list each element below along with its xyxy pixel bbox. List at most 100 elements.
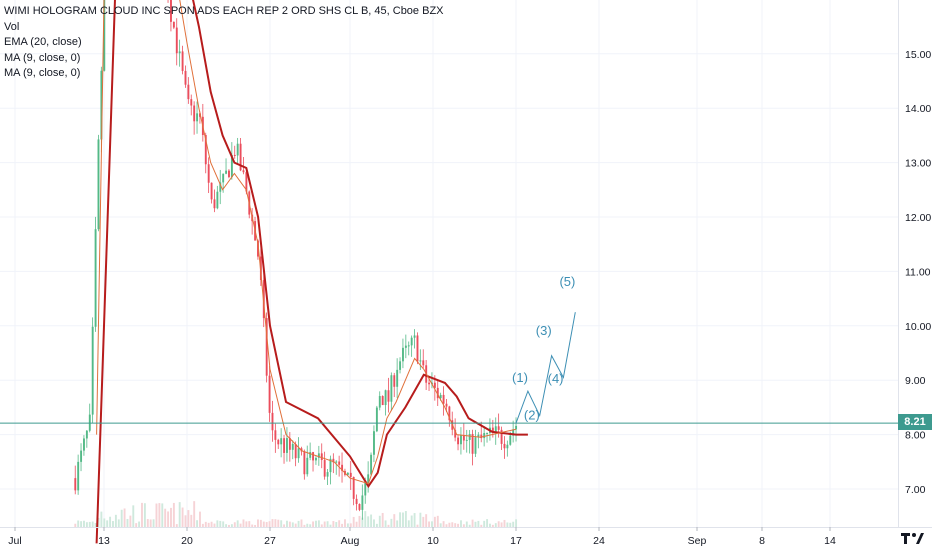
- candle-body: [474, 437, 477, 454]
- candle-body: [230, 154, 233, 178]
- candle-body: [378, 396, 381, 408]
- volume-bar: [141, 502, 143, 527]
- volume-bar: [277, 519, 280, 527]
- candle-body: [297, 448, 300, 459]
- volume-bar: [245, 521, 248, 527]
- candle-body: [97, 139, 100, 230]
- volume-bar: [384, 520, 387, 527]
- volume-bar: [439, 523, 442, 527]
- candle-body: [286, 438, 288, 453]
- volume-bar: [91, 521, 94, 527]
- volume-bar: [367, 516, 370, 527]
- candle-body: [178, 51, 181, 54]
- volume-bar: [431, 521, 433, 527]
- volume-bar: [83, 520, 85, 527]
- candle-body: [309, 452, 312, 458]
- volume-bar: [132, 505, 135, 527]
- volume-bar: [494, 523, 497, 527]
- volume-bar: [242, 519, 245, 527]
- candle-body: [317, 453, 320, 458]
- candle-body: [477, 434, 480, 438]
- volume-bar: [500, 522, 503, 527]
- volume-bar: [257, 519, 259, 527]
- volume-bar: [486, 519, 489, 527]
- candle-body: [433, 382, 436, 388]
- legend-ma-2[interactable]: MA (9, close, 0): [4, 67, 81, 79]
- volume-bar: [315, 520, 317, 527]
- volume-bar: [210, 521, 213, 527]
- volume-bar: [251, 524, 254, 527]
- legend-ema[interactable]: EMA (20, close): [4, 36, 82, 48]
- candle-body: [399, 361, 402, 370]
- volume-bar: [164, 508, 167, 527]
- volume-bar: [416, 524, 419, 527]
- candle-body: [170, 0, 172, 22]
- volume-bar: [233, 522, 236, 527]
- time-tick-label: 10: [427, 535, 439, 547]
- legend-ma-1[interactable]: MA (9, close, 0): [4, 51, 81, 64]
- candle-body: [265, 318, 268, 376]
- time-tick-label: 24: [593, 535, 605, 547]
- volume-bar: [422, 516, 425, 527]
- symbol-title: WIMI HOLOGRAM CLOUD INC SPON ADS EACH RE…: [4, 5, 444, 17]
- candle-body: [239, 143, 242, 171]
- volume-bar: [219, 520, 222, 527]
- candle-body: [85, 430, 88, 439]
- candle-body: [436, 387, 439, 399]
- candle-body: [242, 170, 245, 173]
- candle-body: [225, 170, 228, 174]
- legend-vol[interactable]: Vol: [4, 20, 20, 33]
- candle-body: [233, 154, 236, 156]
- volume-bar: [419, 512, 422, 527]
- time-tick-label: Sep: [688, 535, 707, 547]
- candle-body: [172, 21, 175, 28]
- candle-body: [445, 403, 448, 407]
- candle-body: [83, 438, 85, 451]
- candle-body: [384, 390, 387, 406]
- candle-body: [364, 482, 367, 496]
- candle-body: [407, 345, 410, 347]
- candle-body: [454, 429, 457, 438]
- volume-bar: [286, 520, 288, 527]
- candle-body: [94, 229, 97, 327]
- volume-bar: [126, 518, 129, 527]
- volume-bar: [303, 524, 306, 527]
- volume-bar: [341, 523, 344, 527]
- volume-bar: [97, 517, 100, 527]
- volume-bar: [451, 522, 454, 527]
- volume-bar: [207, 522, 210, 527]
- time-axis[interactable]: Jul 13 20 27 Aug 10 17 24 Sep 8 14: [8, 527, 836, 547]
- volume-bar: [387, 524, 390, 527]
- volume-bar: [300, 519, 303, 527]
- ma-line: [96, 0, 517, 485]
- volume-bar: [88, 521, 91, 527]
- candle-body: [509, 435, 512, 445]
- candle-body: [491, 427, 494, 432]
- volume-bar: [512, 521, 515, 527]
- candle-body: [355, 498, 358, 505]
- volume-bar: [114, 514, 117, 527]
- volume-bar: [181, 507, 184, 527]
- chart-legend: WIMI HOLOGRAM CLOUD INC SPON ADS EACH RE…: [4, 4, 444, 82]
- wave-label: (1): [512, 370, 528, 385]
- candle-body: [367, 474, 370, 483]
- candle-body: [222, 173, 225, 183]
- price-axis[interactable]: 7.00 8.00 9.00 10.00 11.00 12.00 13.00 14.00 15.…: [905, 49, 931, 496]
- candle-body: [480, 434, 483, 439]
- volume-bar: [297, 520, 300, 527]
- volume-bar: [77, 520, 80, 527]
- volume-bar: [465, 521, 468, 527]
- time-tick-label: 8: [759, 535, 765, 547]
- volume-bar: [172, 502, 175, 527]
- candle-body: [257, 240, 259, 257]
- candle-body: [410, 337, 413, 346]
- wave-label: (2): [524, 407, 540, 422]
- elliott-wave-line: [515, 312, 576, 424]
- volume-bar: [410, 515, 413, 527]
- candle-body: [77, 461, 80, 491]
- volume-bar: [259, 519, 262, 527]
- candle-body: [303, 451, 306, 475]
- candle-body: [312, 452, 315, 461]
- tradingview-logo-icon: [901, 533, 924, 544]
